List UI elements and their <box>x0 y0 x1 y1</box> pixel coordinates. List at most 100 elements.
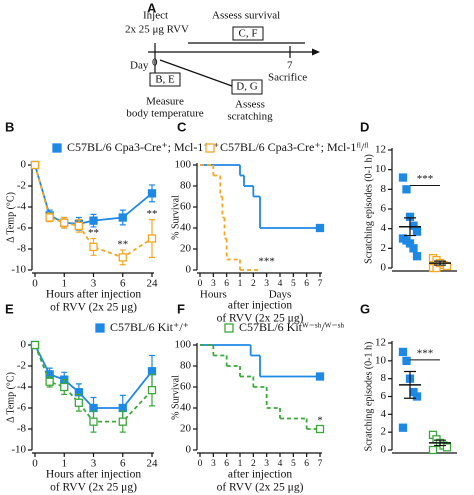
y-tick-label: 10 <box>375 354 387 366</box>
arrowhead <box>312 48 320 56</box>
marker <box>45 213 54 222</box>
legend-swatch <box>205 143 215 153</box>
legend-label: C57BL/6 Kit⁺/⁺ <box>110 320 189 334</box>
legend-label: C57BL/6 Cpa3-Cre⁺; Mcl-1⁺/⁺ <box>67 140 219 154</box>
annotation: *** <box>417 347 434 359</box>
x-tick-label: 6 <box>120 278 126 290</box>
y-tick-label: -4 <box>17 381 27 393</box>
y-tick-label: 0 <box>381 444 387 456</box>
y-tick-label: 80 <box>180 360 192 372</box>
x-tick-label: 6 <box>224 279 229 289</box>
legend-label: C57BL/6 Kitᵂ⁻ˢʰ/ᵂ⁻ˢʰ <box>239 320 344 334</box>
marker <box>147 189 157 198</box>
y-tick-label: -8 <box>17 243 27 255</box>
y-tick-label: 6 <box>381 390 387 402</box>
x-axis-label: after injection <box>228 300 292 312</box>
x-tick-label: 24 <box>147 278 159 290</box>
y-tick-label: -10 <box>11 444 26 456</box>
y-tick-label: 2 <box>381 426 387 438</box>
annotation: * <box>317 415 323 427</box>
marker <box>398 423 408 432</box>
y-tick-label: 4 <box>381 408 387 420</box>
y-tick-label: 0 <box>186 264 192 276</box>
x-tick-label: 3 <box>211 459 216 469</box>
x-tick-label: 4 <box>278 459 283 469</box>
marker <box>30 160 40 170</box>
y-tick-label: 12 <box>375 337 386 349</box>
y-tick-label: 100 <box>175 339 192 351</box>
sem-bar <box>404 217 416 237</box>
marker <box>60 382 69 392</box>
x-axis-label: Hours after injection <box>46 289 141 301</box>
timeline-text: Assess survival <box>212 10 280 22</box>
y-axis-label: Δ Temp (°C) <box>5 372 16 423</box>
marker <box>60 218 69 227</box>
x-tick-label: 5 <box>291 279 296 289</box>
x-tick-label: 3 <box>91 278 97 290</box>
timeline-box <box>149 72 181 87</box>
legend-swatch <box>224 323 234 333</box>
y-tick-label: 12 <box>375 144 386 156</box>
annotation: ** <box>147 208 158 220</box>
sem-bar <box>434 439 446 447</box>
y-tick-label: 80 <box>180 180 192 192</box>
timeline: A Inject 2x 25 μg RVV Assess survival C,… <box>125 0 320 123</box>
marker <box>147 385 157 395</box>
x-axis-label: Hours after injection <box>46 469 141 481</box>
y-tick-label: 6 <box>381 203 387 215</box>
y-axis-label: Scratching episodes (0-1 h) <box>363 342 374 452</box>
x-tick-label: 1 <box>62 458 68 470</box>
marker <box>412 252 422 261</box>
y-tick-label: 0 <box>186 444 192 456</box>
panel-label: E <box>5 301 14 316</box>
x-tick-label: 2 <box>251 279 256 289</box>
y-tick-label: 20 <box>180 423 192 435</box>
x-tick-label: 0 <box>198 459 203 469</box>
x-axis-label: of RVV (2x 25 μg) <box>217 313 304 325</box>
marker <box>442 443 452 452</box>
marker <box>89 242 98 252</box>
timeline-text: 2x 25 μg RVV <box>125 24 189 36</box>
y-tick-label: 60 <box>180 201 192 213</box>
y-tick-label: -8 <box>17 423 27 435</box>
y-tick-label: 8 <box>381 183 387 195</box>
y-tick-label: 40 <box>180 222 192 234</box>
marker <box>118 213 127 222</box>
x-tick-label: 0 <box>32 458 38 470</box>
y-tick-label: 10 <box>375 163 387 175</box>
x-tick-label: 1 <box>238 279 243 289</box>
panel-label: G <box>360 301 370 316</box>
x-tick-label: 3 <box>264 279 269 289</box>
marker <box>315 372 325 381</box>
timeline-text: C, F <box>239 28 258 40</box>
y-tick-label: 20 <box>180 243 192 255</box>
y-tick-label: 60 <box>180 381 192 393</box>
marker <box>30 340 40 350</box>
marker <box>74 398 84 407</box>
panel-label: D <box>360 119 369 134</box>
timeline-text: B, E <box>155 74 175 86</box>
x-axis-group-label: Hours <box>200 289 227 301</box>
timeline-text: Inject <box>143 10 168 22</box>
legend-label: C57BL/6 Cpa3-Cre⁺; Mcl-1ᶠˡ/ᶠˡ <box>220 140 369 154</box>
annotation: *** <box>417 173 434 185</box>
timeline-text: Assess <box>235 99 265 111</box>
marker <box>89 403 98 413</box>
legend-swatch <box>95 323 105 333</box>
y-tick-label: -4 <box>17 201 27 213</box>
marker <box>315 424 325 434</box>
marker <box>402 185 411 194</box>
x-tick-label: 7 <box>318 459 323 469</box>
marker <box>147 234 157 243</box>
marker <box>147 367 157 376</box>
marker <box>45 377 54 386</box>
marker <box>118 253 127 262</box>
x-tick-label: 0 <box>32 278 38 290</box>
annotation: *** <box>258 256 275 268</box>
y-tick-label: 100 <box>175 159 192 171</box>
timeline-box <box>232 26 264 41</box>
marker <box>118 417 127 426</box>
marker <box>412 227 422 236</box>
connector <box>159 59 233 87</box>
y-tick-label: -6 <box>17 402 27 414</box>
